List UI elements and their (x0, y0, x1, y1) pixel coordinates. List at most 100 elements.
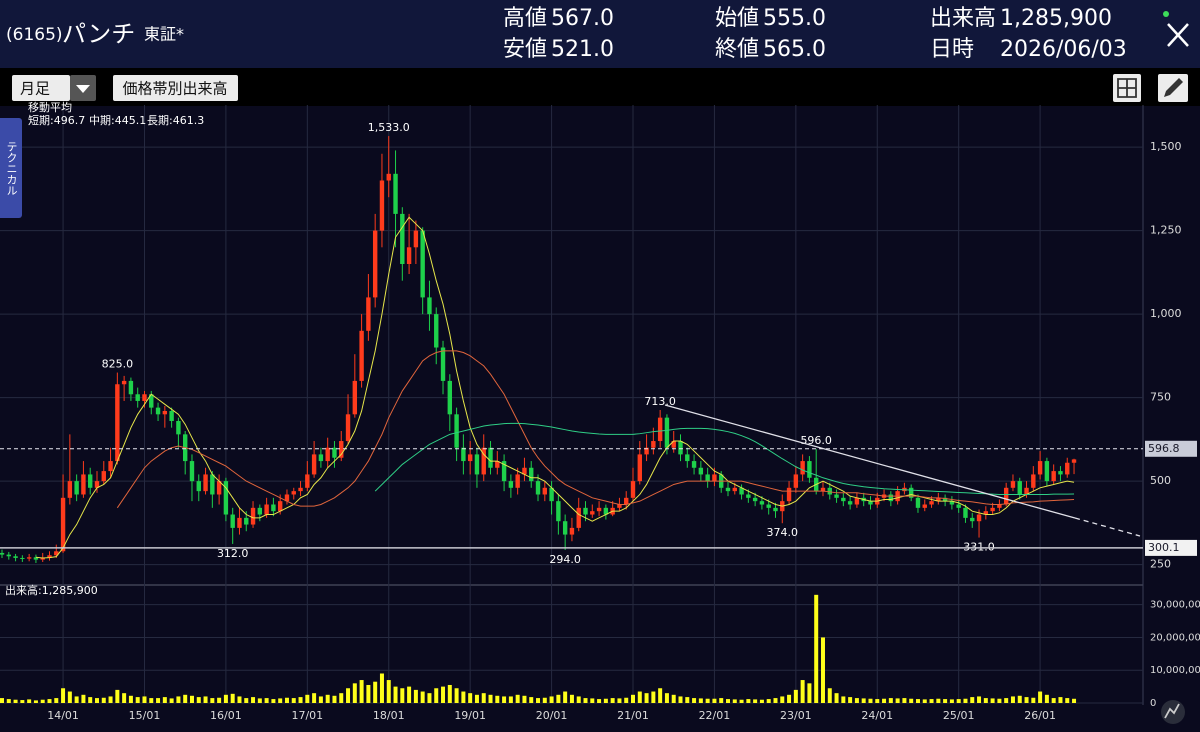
period-label: 月足 (20, 80, 50, 98)
candle-body (786, 487, 792, 502)
legend-item: 短期:496.7 (28, 114, 85, 127)
candle-body (529, 467, 534, 482)
candle-body (671, 441, 676, 448)
volume-bar (1072, 698, 1077, 703)
volume-bar (74, 696, 79, 703)
candle-body (1031, 474, 1036, 488)
corner-icon[interactable] (1161, 700, 1185, 724)
volume-bar (196, 697, 201, 703)
volume-bar (671, 694, 676, 703)
volume-bar (1038, 691, 1043, 703)
stat-value: 555.0 (763, 6, 826, 31)
volume-bar (251, 697, 256, 703)
volume-bar (284, 697, 289, 703)
candle-body (277, 501, 283, 512)
candle-body (332, 447, 337, 458)
candle-body (474, 454, 480, 475)
candle-body (454, 414, 459, 448)
volume-bar (827, 688, 832, 703)
candle-body (556, 501, 561, 522)
period-select[interactable]: 月足 (12, 75, 96, 101)
candle-body (257, 507, 263, 515)
button-box (113, 75, 238, 101)
candle-body (746, 494, 751, 498)
trend-line (664, 404, 1076, 519)
volume-bar (624, 697, 629, 703)
volume-bar (631, 694, 636, 703)
candle-body (569, 527, 575, 535)
volume-bar (990, 698, 995, 703)
candle-body (807, 461, 812, 478)
volume-bar (603, 698, 608, 703)
y-tick-label: 1,250 (1150, 224, 1182, 237)
grid-layout-button[interactable] (1113, 74, 1141, 102)
candle-body (352, 380, 358, 415)
volume-bar (237, 696, 242, 703)
candle-body (841, 497, 846, 502)
volume-bar (94, 698, 99, 703)
volume-bar (909, 698, 914, 703)
low-label: 312.0 (217, 547, 249, 560)
corner-icon-glyph (1164, 703, 1180, 719)
close-button[interactable] (1167, 23, 1189, 47)
x-tick-label: 24/01 (861, 709, 893, 722)
candle-body (732, 487, 737, 492)
y-tick-label: 250 (1150, 558, 1171, 571)
volume-bar (868, 698, 873, 703)
candle-body (1071, 459, 1077, 463)
volume-bar (40, 699, 45, 703)
candle-body (820, 487, 826, 492)
volume-bar (753, 699, 758, 703)
volume-bar (447, 684, 452, 703)
reference-label-box (1145, 539, 1197, 556)
volume-bar (834, 693, 839, 703)
volume-bar (664, 693, 669, 703)
candle-body (372, 230, 378, 298)
candle-body (949, 501, 955, 505)
x-tick-label: 22/01 (699, 709, 731, 722)
volume-bar (81, 694, 86, 703)
volume-bar (298, 697, 303, 703)
candle-body (339, 441, 344, 458)
candle-body (827, 487, 832, 495)
volume-bar (488, 694, 493, 703)
volume-bar (305, 694, 310, 703)
volume-bar (610, 698, 615, 703)
volume-bar (210, 698, 215, 703)
candle-body (976, 514, 982, 522)
volume-bar (312, 693, 317, 703)
volume-profile-button[interactable]: 価格帯別出来高 (113, 75, 238, 101)
volume-bar (895, 698, 900, 703)
volume-bar (977, 696, 982, 703)
candle-body (155, 407, 161, 415)
candle-body (644, 447, 649, 455)
low-label: 331.0 (963, 541, 995, 554)
volume-bar (698, 698, 703, 703)
volume-bar (128, 695, 133, 703)
candle-body (990, 507, 995, 512)
candle-body (345, 414, 351, 442)
candle-body (427, 297, 432, 315)
high-label: 596.0 (800, 434, 832, 447)
technical-tab[interactable]: テクニカル (0, 118, 22, 218)
volume-bar (875, 699, 880, 703)
volume-bar (848, 697, 853, 703)
candle-body (915, 497, 921, 508)
y-tick-label: 750 (1150, 391, 1171, 404)
candle-body (868, 501, 873, 505)
volume-bar (780, 696, 785, 703)
candle-body (0, 552, 5, 555)
candle-body (176, 420, 181, 435)
volume-bar (685, 697, 690, 703)
volume-bar (101, 697, 106, 703)
candle-body (997, 504, 1002, 508)
draw-button[interactable] (1158, 74, 1188, 102)
candle-body (169, 410, 174, 421)
pencil-icon (1164, 78, 1183, 97)
stat-label: 出来高 (930, 6, 996, 31)
candle-body (678, 441, 683, 455)
volume-bar (529, 697, 534, 703)
volume-bar (773, 698, 778, 703)
volume-bar (943, 699, 948, 703)
